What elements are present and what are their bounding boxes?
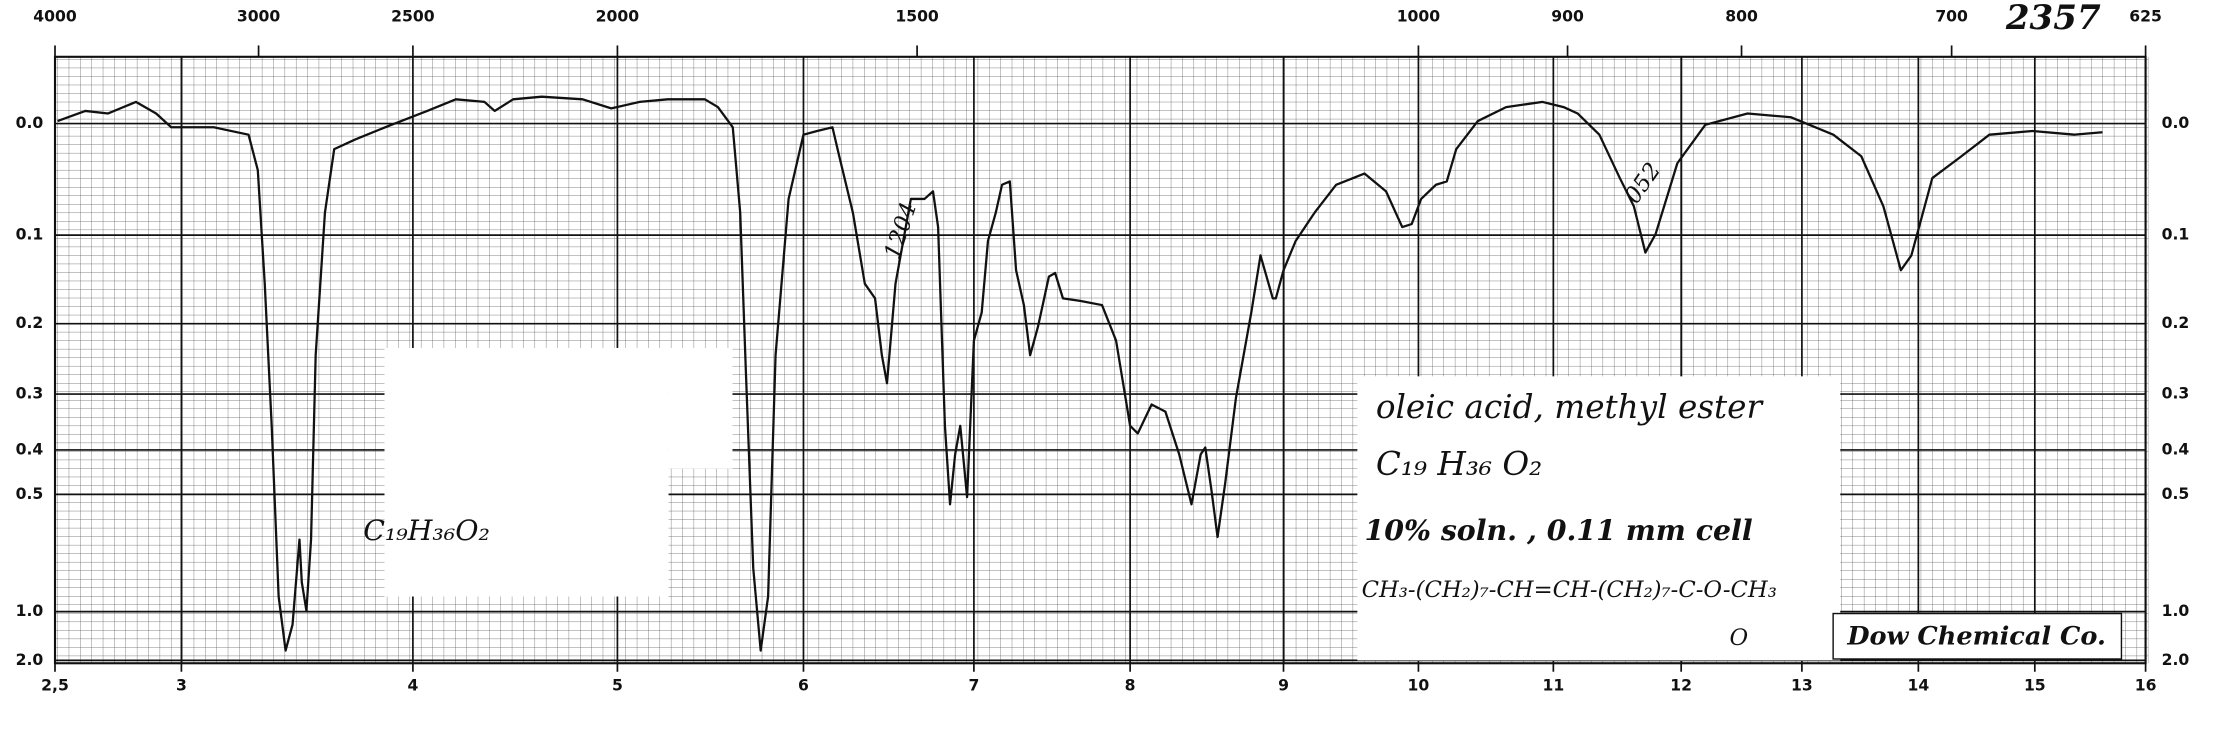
chart-title: 2357 (2005, 0, 2101, 38)
y2-tick-label: 0.1 (2162, 226, 2190, 244)
y2-tick-label: 0.0 (2162, 114, 2190, 132)
y-tick-label: 0.3 (16, 385, 44, 403)
y2-tick-label: 0.2 (2162, 314, 2190, 332)
plot (57, 95, 2103, 652)
spectrum-line (57, 95, 2103, 652)
y-tick-label: 0.1 (16, 226, 44, 244)
blank-patch (384, 347, 669, 597)
x2-tick-label: 625 (2129, 8, 2162, 26)
structure: CH₃-(CH₂)₇-CH=CH-(CH₂)₇-C-O-CH₃ (1362, 577, 1777, 603)
x-tick-label: 8 (1125, 676, 1136, 694)
x2-tick-label: 700 (1935, 8, 1968, 26)
source: Dow Chemical Co. (1846, 622, 2106, 652)
x-tick-label: 11 (1542, 676, 1564, 694)
x-tick-label: 2,5 (41, 676, 69, 694)
y2-tick-label: 0.5 (2162, 485, 2190, 503)
x-tick-label: 5 (612, 676, 623, 694)
x-tick-label: 9 (1278, 676, 1289, 694)
x2-tick-label: 1000 (1397, 8, 1441, 26)
x-tick-label: 16 (2135, 676, 2157, 694)
x2-tick-label: 800 (1725, 8, 1758, 26)
y2-tick-label: 0.3 (2162, 385, 2190, 403)
x2-tick-label: 2000 (596, 8, 640, 26)
y-tick-label: 0.2 (16, 314, 44, 332)
x-tick-label: 12 (1670, 676, 1692, 694)
x2-tick-label: 3000 (237, 8, 281, 26)
y-tick-label: 0.4 (16, 440, 44, 458)
x-tick-label: 4 (407, 676, 418, 694)
y2-tick-label: 0.4 (2162, 440, 2190, 458)
annotation: C₁₉H₃₆O₂ (363, 514, 490, 547)
x2-tick-label: 2500 (391, 8, 435, 26)
y-tick-label: 0.0 (16, 114, 44, 132)
x-tick-label: 7 (968, 676, 979, 694)
x-tick-label: 14 (1907, 676, 1929, 694)
x-tick-label: 10 (1408, 676, 1430, 694)
x2-tick-label: 4000 (33, 8, 77, 26)
sample-note: 10% soln. , 0.11 mm cell (1364, 513, 1752, 547)
x2-tick-label: 900 (1551, 8, 1584, 26)
source-box (1832, 612, 2123, 660)
x-tick-label: 15 (2024, 676, 2046, 694)
y-tick-label: 1.0 (16, 602, 44, 620)
compound-formula: C₁₉ H₃₆ O₂ (1376, 445, 1542, 483)
structure-oxygen: O (1729, 625, 1748, 651)
x-tick-label: 13 (1791, 676, 1813, 694)
blank-patch (668, 347, 733, 469)
x-tick-label: 3 (176, 676, 187, 694)
compound-name: oleic acid, methyl ester (1376, 388, 1765, 426)
y-tick-label: 0.5 (16, 485, 44, 503)
y-tick-label: 2.0 (16, 651, 44, 669)
x-tick-label: 6 (798, 676, 809, 694)
note-box (1357, 376, 1841, 661)
y2-tick-label: 1.0 (2162, 602, 2190, 620)
y2-tick-label: 2.0 (2162, 651, 2190, 669)
x2-tick-label: 1500 (895, 8, 939, 26)
